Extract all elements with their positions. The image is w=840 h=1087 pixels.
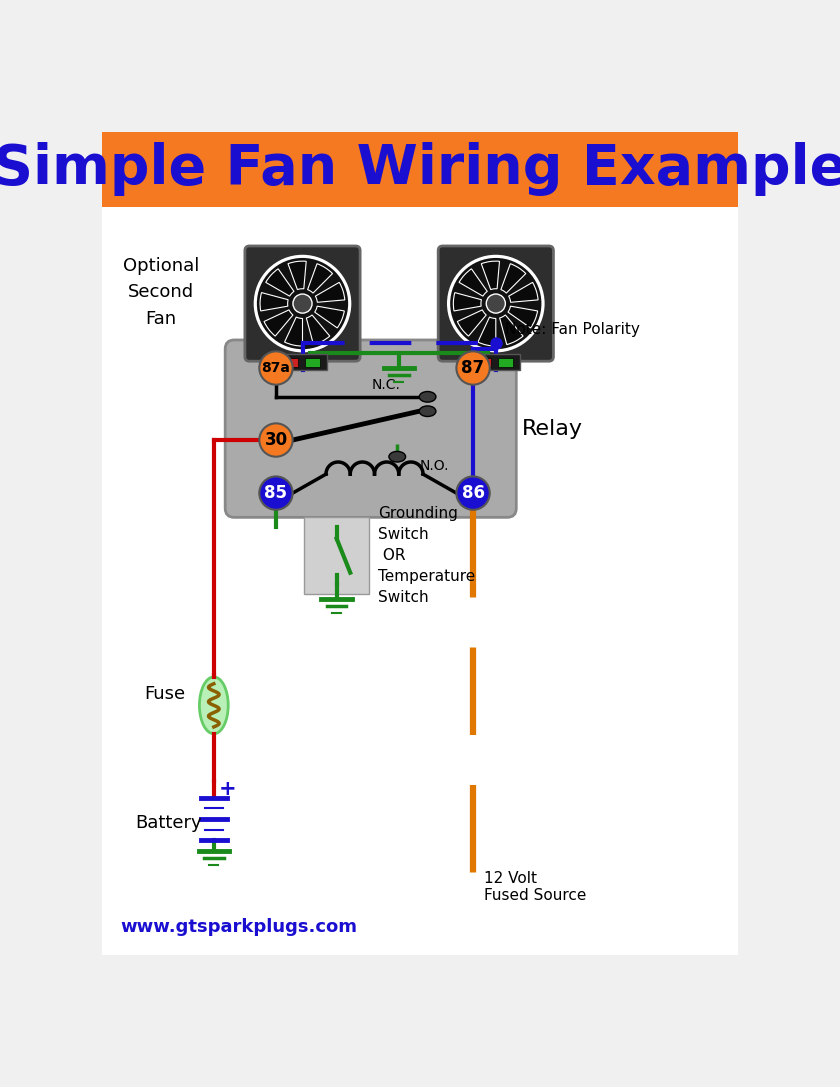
FancyBboxPatch shape [471,354,521,370]
Wedge shape [315,283,344,302]
Circle shape [450,258,542,349]
Wedge shape [509,283,538,302]
Text: Relay: Relay [522,418,583,439]
Ellipse shape [199,677,228,734]
FancyBboxPatch shape [283,358,298,366]
FancyBboxPatch shape [225,340,517,517]
FancyBboxPatch shape [498,358,513,366]
Ellipse shape [389,451,406,462]
Text: 87: 87 [461,359,485,377]
Wedge shape [315,307,344,328]
FancyBboxPatch shape [438,246,554,361]
Wedge shape [288,261,307,289]
Text: 86: 86 [461,484,485,502]
Text: +: + [218,778,236,799]
Wedge shape [264,310,293,336]
Wedge shape [307,264,333,293]
Text: 85: 85 [265,484,287,502]
Circle shape [456,476,490,510]
Wedge shape [481,261,500,289]
Circle shape [447,254,544,352]
Wedge shape [501,264,526,293]
Text: 12 Volt
Fused Source: 12 Volt Fused Source [485,871,587,903]
Text: Fuse: Fuse [144,685,185,703]
FancyBboxPatch shape [304,517,370,594]
Wedge shape [457,310,486,336]
Circle shape [254,254,351,352]
Wedge shape [459,268,487,296]
FancyBboxPatch shape [102,132,738,955]
Circle shape [486,293,506,313]
Text: Battery: Battery [135,814,202,832]
Circle shape [257,258,348,349]
Wedge shape [285,317,302,346]
Text: N.O.: N.O. [420,459,449,473]
Circle shape [260,351,292,385]
FancyBboxPatch shape [102,132,738,208]
Text: Simple Fan Wiring Example: Simple Fan Wiring Example [0,142,840,197]
Wedge shape [265,268,294,296]
FancyBboxPatch shape [305,358,319,366]
FancyBboxPatch shape [245,246,360,361]
Wedge shape [500,315,523,345]
Wedge shape [508,307,538,328]
Text: 87a: 87a [261,361,291,375]
FancyBboxPatch shape [278,354,327,370]
Wedge shape [478,317,496,346]
Text: www.gtsparkplugs.com: www.gtsparkplugs.com [121,917,358,936]
Ellipse shape [419,391,436,402]
Text: Optional
Second
Fan: Optional Second Fan [123,257,199,327]
Circle shape [456,351,490,385]
Wedge shape [307,315,330,345]
FancyBboxPatch shape [476,358,491,366]
Circle shape [293,293,312,313]
Circle shape [260,423,292,457]
Text: Grounding
Switch
 OR
Temperature
Switch: Grounding Switch OR Temperature Switch [378,507,475,605]
Circle shape [260,476,292,510]
Wedge shape [260,292,288,311]
Text: N.C.: N.C. [371,378,401,392]
Wedge shape [454,292,481,311]
Text: 30: 30 [265,432,287,449]
Text: Note: Fan Polarity: Note: Fan Polarity [505,322,640,337]
Ellipse shape [419,405,436,416]
